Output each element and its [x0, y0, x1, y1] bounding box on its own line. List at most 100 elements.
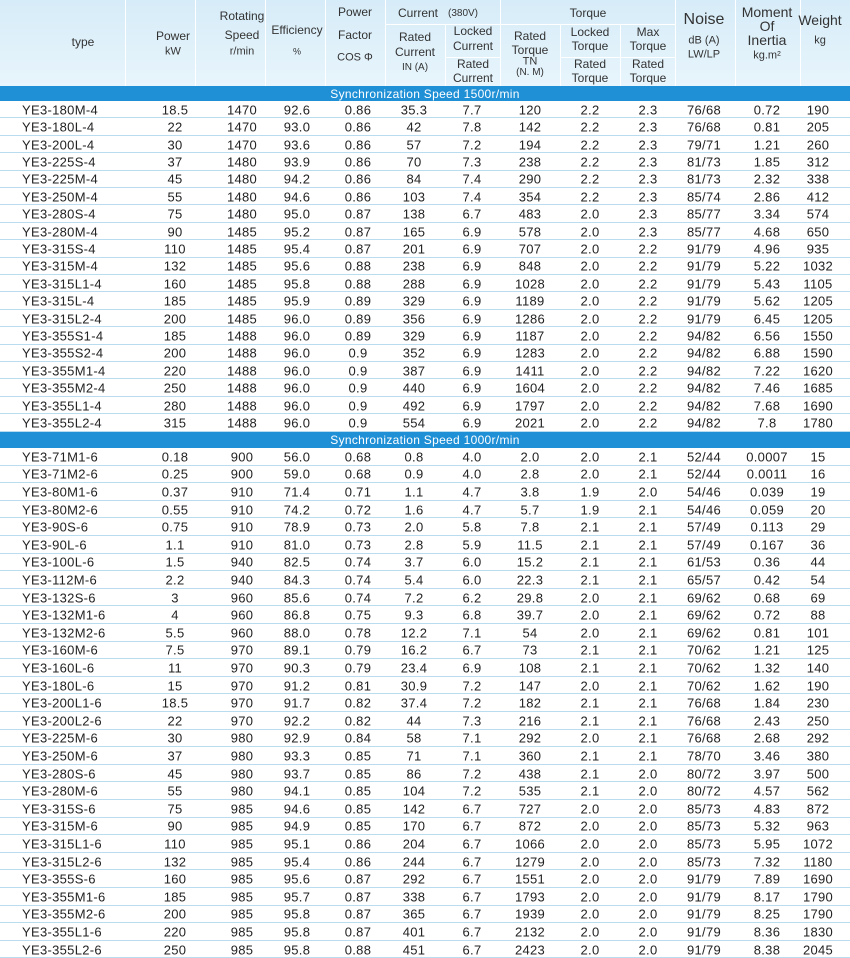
value-cell: 4.68 [753, 224, 781, 239]
value-cell: 0.9 [348, 345, 368, 361]
value-cell: 387 [402, 363, 426, 379]
model-cell: YE3-225M-6 [22, 730, 98, 746]
value-cell: 1551 [514, 871, 546, 887]
value-cell: 30 [167, 137, 183, 152]
value-cell: 0.82 [344, 695, 372, 711]
value-cell: 2.1 [580, 783, 600, 799]
value-cell: 0.73 [344, 519, 372, 535]
value-cell: 95.6 [283, 258, 311, 274]
header-label: COS Φ [337, 51, 373, 64]
value-cell: 61/53 [686, 554, 722, 570]
value-cell: 2.0 [580, 678, 600, 694]
value-cell: 2.0 [580, 345, 600, 361]
header-label: Locked [570, 25, 610, 39]
value-cell: 18.5 [161, 695, 189, 711]
value-cell: 6.9 [462, 345, 482, 361]
value-cell: 6.0 [462, 554, 482, 570]
value-cell: 88.0 [283, 625, 311, 641]
value-cell: 438 [518, 766, 542, 782]
value-cell: 7.8 [757, 415, 777, 431]
value-cell: 1283 [514, 345, 546, 361]
value-cell: 8.17 [753, 889, 781, 905]
header-label: (380V) [447, 8, 479, 19]
value-cell: 0.86 [344, 171, 372, 187]
header-divider [445, 57, 500, 58]
value-cell: 0.9 [348, 363, 368, 379]
row-divider [0, 535, 850, 536]
model-cell: YE3-315S-4 [22, 241, 96, 257]
value-cell: 70/62 [686, 660, 722, 676]
value-cell: 44 [406, 713, 422, 729]
header-divider [195, 0, 196, 86]
value-cell: 2.1 [638, 554, 658, 570]
header-label: (N. M) [516, 67, 544, 78]
value-cell: 401 [402, 924, 426, 940]
value-cell: 1480 [226, 206, 258, 222]
value-cell: 1032 [802, 258, 834, 274]
value-cell: 15.2 [516, 554, 544, 570]
value-cell: 80/72 [686, 783, 722, 799]
value-cell: 1205 [802, 311, 834, 326]
value-cell: 2021 [514, 415, 546, 431]
value-cell: 2.1 [638, 590, 658, 606]
value-cell: 4.0 [462, 466, 482, 482]
value-cell: 35.3 [400, 102, 428, 118]
value-cell: 85/73 [686, 854, 722, 870]
value-cell: 7.2 [462, 695, 482, 711]
value-cell: 0.0011 [746, 466, 788, 482]
value-cell: 6.0 [462, 572, 482, 588]
header-label: Rated [631, 57, 665, 71]
header-label: kg [814, 34, 826, 47]
value-cell: 75 [167, 206, 183, 222]
row-divider [0, 308, 850, 310]
value-cell: 2.0 [638, 836, 658, 852]
value-cell: 2.8 [520, 466, 540, 482]
value-cell: 970 [230, 642, 254, 658]
value-cell: 91/79 [686, 906, 722, 922]
value-cell: 54/46 [686, 502, 722, 518]
value-cell: 2.0 [580, 590, 600, 606]
value-cell: 910 [230, 502, 254, 518]
value-cell: 5.7 [520, 502, 540, 518]
value-cell: 220 [163, 363, 187, 379]
value-cell: 54/46 [686, 484, 722, 500]
value-cell: 4.83 [753, 801, 781, 817]
value-cell: 2.0 [580, 415, 600, 431]
value-cell: 0.55 [161, 502, 189, 518]
value-cell: 185 [163, 328, 187, 344]
model-cell: YE3-160L-6 [22, 660, 95, 676]
value-cell: 960 [230, 625, 254, 641]
value-cell: 0.86 [344, 189, 372, 205]
value-cell: 91/79 [686, 942, 722, 958]
row-divider [0, 728, 850, 730]
value-cell: 3.34 [753, 206, 781, 222]
model-cell: YE3-160M-6 [22, 642, 98, 658]
value-cell: 70 [406, 154, 422, 170]
model-cell: YE3-355M1-6 [22, 889, 106, 905]
value-cell: 6.7 [462, 924, 482, 940]
value-cell: 483 [518, 206, 542, 222]
model-cell: YE3-355S2-4 [22, 345, 104, 361]
header-label: dB (A) [688, 34, 720, 47]
header-label: Weight [798, 12, 842, 28]
value-cell: 4.7 [462, 484, 482, 500]
value-cell: 5.32 [753, 818, 781, 834]
value-cell: 0.88 [344, 276, 372, 292]
value-cell: 86.8 [283, 607, 311, 623]
value-cell: 70/62 [686, 642, 722, 658]
value-cell: 5.95 [753, 836, 781, 852]
value-cell: 91/79 [686, 889, 722, 905]
row-divider [0, 675, 850, 677]
value-cell: 365 [402, 906, 426, 922]
header-divider [385, 24, 675, 25]
model-cell: YE3-80M1-6 [22, 484, 98, 500]
value-cell: 910 [230, 519, 254, 535]
header-label: r/min [229, 45, 255, 58]
row-divider [0, 640, 850, 642]
value-cell: 76/68 [686, 102, 722, 118]
row-divider [0, 851, 850, 853]
value-cell: 6.2 [462, 590, 482, 606]
value-cell: 288 [402, 276, 426, 292]
value-cell: 963 [806, 818, 830, 834]
